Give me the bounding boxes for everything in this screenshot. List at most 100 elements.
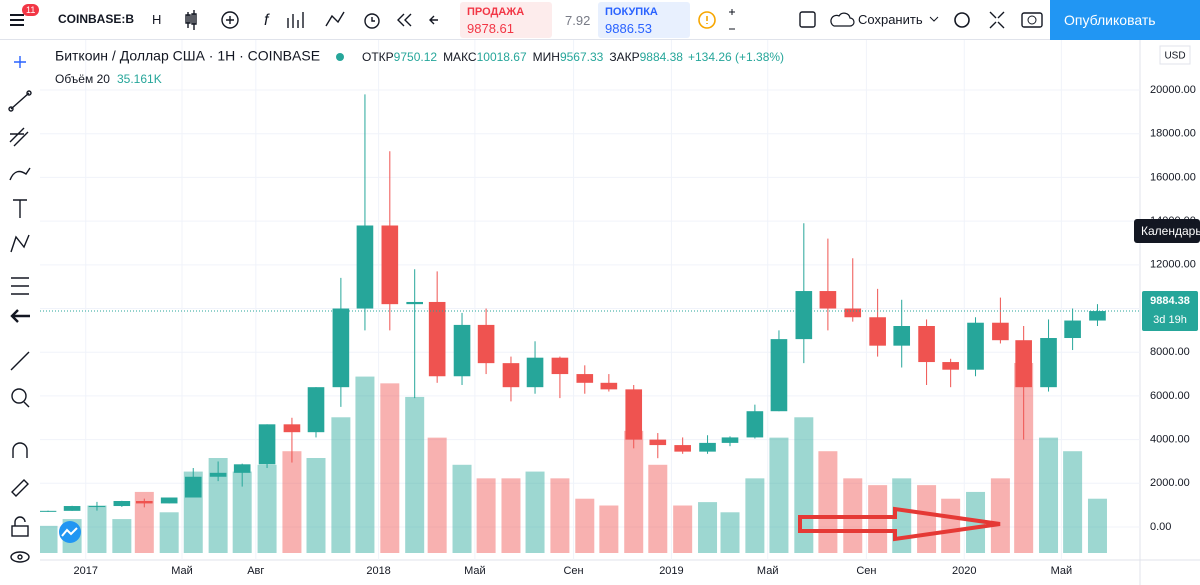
ohlc-value: 9884.38	[640, 50, 684, 64]
candle-body	[184, 476, 202, 498]
publish-button[interactable]: Опубликовать	[1050, 0, 1200, 40]
candle-body	[502, 363, 520, 388]
volume-bar	[941, 498, 961, 553]
candle-body	[746, 411, 764, 438]
arrow-annotation	[798, 506, 1001, 542]
volume-bar	[673, 505, 693, 553]
volume-bar	[40, 525, 58, 553]
candle-body	[625, 389, 643, 440]
candle-body	[160, 497, 178, 504]
menu-button[interactable]: 11	[8, 4, 40, 30]
candle-body	[819, 291, 837, 309]
symbol[interactable]: COINBASE:B	[58, 12, 135, 26]
y-tick-label: 18000.00	[1150, 128, 1196, 140]
candle-body	[893, 326, 911, 346]
ohlc-value: 9750.12	[394, 50, 438, 64]
ohlc-change: +134.26 (+1.38%)	[688, 50, 784, 64]
ohlc-legend: ОТКР9750.12 МАКС10018.67 МИН9567.33 ЗАКР988…	[362, 50, 784, 64]
y-tick-label: 14000.00	[1150, 215, 1196, 227]
ohlc-key: ЗАКР	[609, 50, 639, 64]
publish-label: Опубликовать	[1064, 12, 1156, 28]
volume-bar	[355, 376, 375, 553]
badge: 11	[22, 4, 40, 16]
last-price-label: 9884.38	[1150, 295, 1190, 307]
currency-box	[1159, 45, 1191, 65]
tooltip-box	[1134, 219, 1200, 243]
candle-body	[992, 322, 1009, 341]
volume-bar	[745, 478, 765, 553]
save-button[interactable]: Сохранить	[858, 12, 923, 27]
candle-body	[428, 301, 446, 377]
y-tick-label: 4000.00	[1150, 434, 1190, 446]
volume-bar	[257, 464, 277, 553]
left-toolbar	[8, 56, 32, 563]
top-toolbar: 11 COINBASE:B Н f ПРОДАЖА 9878.61 7.92 П…	[0, 0, 1200, 40]
sell-label: ПРОДАЖА	[467, 6, 525, 18]
logo	[59, 521, 81, 543]
volume-value: 35.161K	[117, 72, 162, 86]
volume-bar	[232, 471, 252, 553]
y-tick-label: 2000.00	[1150, 477, 1190, 489]
candle-body	[40, 510, 57, 512]
sell-price: 9878.61	[467, 21, 514, 36]
tool-icons: f	[185, 10, 438, 30]
candle-body	[942, 362, 959, 370]
volume-bar	[1014, 363, 1034, 553]
buy-price: 9886.53	[605, 21, 652, 36]
ohlc-value: 10018.67	[477, 50, 527, 64]
candle-body	[699, 442, 716, 452]
volume-bar	[501, 478, 521, 553]
volume-bar	[599, 505, 619, 553]
svg-text:f: f	[264, 12, 270, 29]
status-dot	[336, 53, 344, 61]
candle-body	[406, 301, 424, 305]
spread: 7.92	[565, 13, 591, 28]
volume-bar	[550, 478, 570, 553]
candle-body	[63, 506, 81, 511]
candle-body	[283, 424, 301, 433]
volume-bar	[917, 485, 937, 553]
chart: Биткоин / Доллар США · 1Н · COINBASE ОТК…	[40, 40, 1200, 585]
volume-bar	[1063, 451, 1083, 553]
y-tick-label: 12000.00	[1150, 259, 1196, 271]
volume-bar	[769, 437, 789, 553]
candle-body	[356, 225, 374, 309]
volume-bar	[331, 417, 351, 553]
candle-body	[332, 308, 350, 388]
volume-bar	[427, 437, 447, 553]
volume-bar	[525, 471, 545, 553]
interval[interactable]: Н	[152, 12, 162, 27]
volume-bar	[208, 458, 228, 553]
x-tick-label: Май	[171, 565, 193, 577]
ohlc-key: МИН	[533, 50, 560, 64]
candle-body	[674, 445, 691, 452]
x-tick-label: 2019	[659, 565, 683, 577]
candle-body	[307, 387, 325, 433]
volume-bar	[698, 502, 718, 553]
volume-bar	[648, 464, 668, 553]
x-tick-label: Авг	[247, 565, 264, 577]
candle-body	[1015, 340, 1032, 388]
y-tick-label: 0.00	[1150, 521, 1171, 533]
volume-bar	[1087, 498, 1107, 553]
candle-body	[526, 357, 544, 388]
menu-icon	[10, 14, 24, 26]
volume-bar	[720, 512, 740, 553]
chart-background	[40, 40, 1200, 585]
candle-body	[795, 291, 813, 340]
candle-body	[209, 472, 227, 477]
candle-body	[88, 506, 106, 508]
buy-box[interactable]: ПОКУПКА 9886.53	[598, 2, 690, 38]
x-tick-label: Май	[757, 565, 779, 577]
candle-body	[453, 324, 471, 377]
candle-body	[1064, 320, 1081, 339]
sell-box[interactable]: ПРОДАЖА 9878.61	[460, 2, 552, 38]
currency: USD	[1164, 51, 1185, 62]
candle-body	[600, 382, 618, 390]
candle-body	[135, 501, 153, 504]
candle-body	[649, 439, 667, 446]
x-tick-label: 2018	[366, 565, 390, 577]
candle-body	[258, 424, 276, 465]
x-tick-label: Сен	[563, 565, 583, 577]
volume-bar	[112, 519, 132, 553]
